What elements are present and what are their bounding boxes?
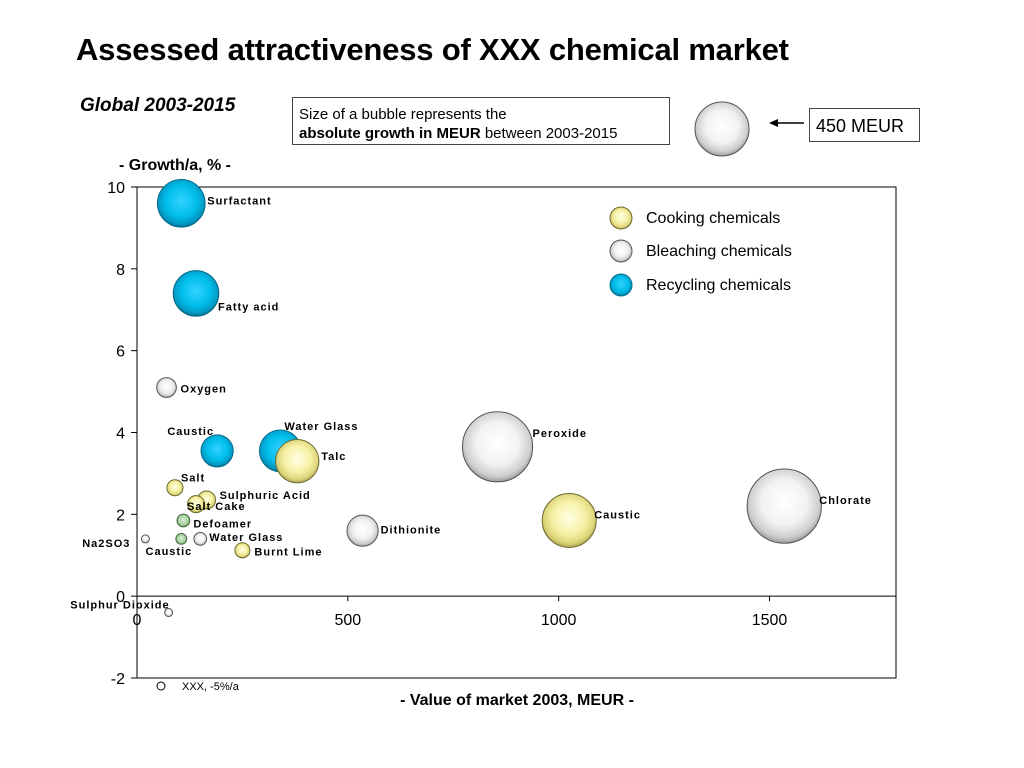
legend-label-recycling: Recycling chemicals [646,277,791,294]
x-tick-label: 1500 [752,612,788,629]
y-axis-title: - Growth/a, % - [119,157,231,174]
y-tick-label: 8 [116,262,125,279]
bubble-fatty-acid [172,270,220,317]
bubble-label: Defoamer [193,518,252,530]
bubble-label: Caustic [167,426,214,438]
bubble-size-note-line1: Size of a bubble represents the [299,106,507,123]
legend-label-cooking: Cooking chemicals [646,210,780,227]
y-tick-label: -2 [111,671,125,688]
bubble-label: Sulphuric Acid [220,490,311,502]
subtitle: Global 2003-2015 [80,95,236,116]
annotation-marker [156,681,166,691]
bubble-label: Caustic [146,546,193,558]
bubble-label: Peroxide [533,428,587,440]
bubble-caustic [541,492,597,548]
bubble-label: Caustic [594,509,641,521]
bubble-label: Burnt Lime [254,546,322,558]
bubble-oxygen [156,377,177,398]
bubble-talc [275,438,320,484]
bubble-caustic [175,532,188,545]
y-tick-label: 0 [116,589,125,606]
bubble-label: Dithionite [381,525,442,537]
bubble-size-note: Size of a bubble represents the absolute… [292,97,670,145]
reference-bubble-label: 450 MEUR [809,108,920,142]
bubble-dithionite [346,514,379,547]
x-tick-label: 0 [133,612,142,629]
y-tick-label: 4 [116,426,125,443]
bubble-label: Salt Cake [187,501,246,513]
reference-arrow-head [769,119,778,127]
bubble-label: Fatty acid [218,301,279,313]
y-tick-label: 10 [107,180,125,197]
legend-marker-bleaching [609,239,633,263]
bubble-label: Sulphur Dioxide [70,600,169,612]
y-tick-label: 6 [116,344,125,361]
reference-bubble [694,101,750,157]
bubble-label: Salt [181,473,205,485]
bubble-caustic [200,434,234,468]
y-tick-label: 2 [116,507,125,524]
bubble-label: Water Glass [284,421,358,433]
bubble-size-note-rest: between 2003-2015 [480,125,618,142]
bubble-defoamer [176,513,191,528]
bubble-sulphur-dioxide [164,608,174,618]
bubble-salt [166,479,184,497]
legend-marker-recycling [609,273,633,297]
bubble-size-note-bold: absolute growth in MEUR [299,125,481,142]
bubble-water-glass [193,532,208,546]
bubble-na2so3 [140,534,150,544]
x-axis-title: - Value of market 2003, MEUR - [400,692,634,709]
bubble-salt-cake [186,495,206,514]
page-title: Assessed attractiveness of XXX chemical … [76,32,789,67]
bubble-label: Oxygen [181,383,227,395]
legend-marker-cooking [609,206,633,230]
bubble-label: Talc [321,451,346,463]
bubble-burnt-lime [234,542,251,559]
x-tick-label: 1000 [541,612,577,629]
legend-label-bleaching: Bleaching chemicals [646,243,792,260]
bubble-label: Water Glass [209,532,283,544]
bubble-label: Na2SO3 [82,538,130,550]
annotation-text: XXX, -5%/a [182,681,240,693]
bubble-chlorate [746,468,822,544]
bubble-size-note-line2: absolute growth in MEUR between 2003-201… [299,124,669,143]
bubble-label: Chlorate [819,495,872,507]
x-tick-label: 500 [334,612,361,629]
bubble-label: Surfactant [207,195,271,207]
bubble-surfactant [156,179,206,228]
bubble-peroxide [461,411,534,483]
